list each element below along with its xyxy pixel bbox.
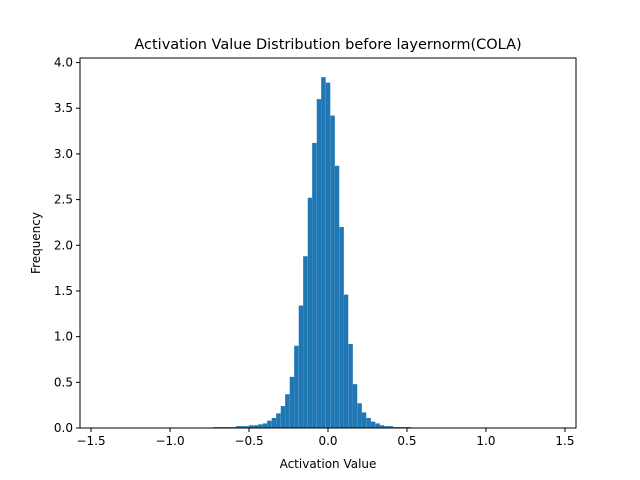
- histogram-bars: [213, 77, 412, 429]
- histogram-bar: [280, 406, 286, 428]
- x-tick-label: −1.5: [76, 434, 105, 448]
- histogram-bar: [379, 425, 385, 428]
- x-tick-label: 1.0: [476, 434, 495, 448]
- histogram-bar: [388, 426, 394, 428]
- histogram-bar: [348, 343, 353, 428]
- x-tick-label: 1.5: [555, 434, 574, 448]
- histogram-bar: [343, 294, 349, 428]
- x-tick-label: −1.0: [155, 434, 184, 448]
- histogram-bar: [289, 376, 295, 428]
- histogram-bar: [339, 227, 344, 428]
- x-axis: −1.5 −1.0 −0.5 0.0 0.5 1.0 1.5: [76, 428, 574, 448]
- y-tick-label: 2.5: [54, 193, 73, 207]
- y-tick-label: 3.5: [54, 101, 73, 115]
- histogram-bar: [316, 99, 322, 428]
- y-tick-label: 3.0: [54, 147, 73, 161]
- histogram-bar: [249, 425, 254, 428]
- histogram-bar: [366, 417, 371, 428]
- histogram-bar: [370, 421, 376, 428]
- histogram-bar: [312, 142, 317, 429]
- histogram-bar: [303, 256, 308, 428]
- y-tick-label: 4.0: [54, 56, 73, 70]
- plot-frame: [79, 57, 577, 429]
- histogram-bar: [334, 165, 340, 428]
- histogram-bar: [325, 82, 331, 429]
- histogram-bar: [361, 412, 367, 428]
- histogram-bar: [262, 423, 268, 428]
- x-axis-label: Activation Value: [280, 457, 377, 471]
- x-tick-label: −0.5: [234, 434, 263, 448]
- x-tick-label: 0.5: [397, 434, 416, 448]
- histogram-bar: [375, 423, 380, 428]
- y-axis: 0.0 0.5 1.0 1.5 2.0 2.5 3.0 3.5 4.0: [54, 56, 80, 435]
- histogram-bar: [253, 425, 259, 428]
- histogram-bar: [235, 426, 241, 428]
- y-tick-label: 1.5: [54, 284, 73, 298]
- histogram-bar: [330, 115, 335, 429]
- histogram-bar: [244, 426, 250, 428]
- histogram-bar: [267, 420, 272, 428]
- histogram-bar: [307, 197, 313, 428]
- histogram-bar: [384, 426, 389, 428]
- histogram-bar: [294, 345, 299, 428]
- histogram-bar: [276, 413, 281, 428]
- histogram-bar: [258, 424, 263, 428]
- chart-title: Activation Value Distribution before lay…: [134, 37, 521, 53]
- y-axis-label: Frequency: [29, 212, 43, 274]
- histogram-bar: [321, 77, 326, 429]
- y-tick-label: 1.0: [54, 330, 73, 344]
- y-tick-label: 0.5: [54, 375, 73, 389]
- histogram-bar: [285, 394, 290, 428]
- histogram-bar: [271, 417, 277, 428]
- histogram-bar: [240, 426, 245, 428]
- y-tick-label: 0.0: [54, 421, 73, 435]
- y-tick-label: 2.0: [54, 238, 73, 252]
- x-tick-label: 0.0: [318, 434, 337, 448]
- histogram-bar: [352, 384, 358, 428]
- histogram-bar: [357, 403, 362, 428]
- histogram-bar: [298, 305, 304, 428]
